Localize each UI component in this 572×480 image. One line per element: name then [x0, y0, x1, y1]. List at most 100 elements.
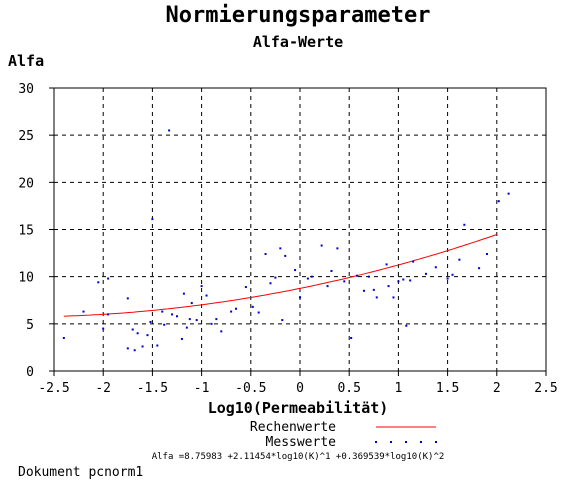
data-point — [156, 344, 159, 347]
data-point — [149, 320, 152, 323]
data-point — [507, 192, 510, 195]
x-tick-label: 1.5 — [436, 381, 459, 396]
data-point — [235, 307, 238, 310]
data-point — [367, 275, 370, 278]
data-point — [190, 302, 193, 305]
data-point — [230, 310, 233, 313]
data-points — [62, 129, 510, 352]
x-tick-label: -2 — [95, 381, 111, 396]
document-footer: Dokument pcnorm1 — [18, 465, 143, 480]
data-point — [350, 336, 353, 339]
data-point — [62, 336, 65, 339]
data-point — [434, 266, 437, 269]
y-tick-label: 5 — [26, 318, 34, 333]
data-point — [107, 277, 110, 280]
data-point — [180, 337, 183, 340]
legend-points-swatch — [375, 441, 437, 443]
data-point — [409, 279, 412, 282]
x-tick-label: -1.5 — [137, 381, 168, 396]
legend-point — [435, 441, 437, 443]
data-point — [182, 292, 185, 295]
data-point — [451, 273, 454, 276]
data-point — [402, 278, 405, 281]
x-tick-label: -2.5 — [38, 381, 69, 396]
data-point — [151, 218, 154, 221]
data-point — [446, 277, 449, 280]
y-axis-label: Alfa — [8, 52, 44, 70]
y-tick-label: 0 — [26, 365, 34, 380]
data-point — [343, 280, 346, 283]
data-point — [405, 324, 408, 327]
legend-line-label: Rechenwerte — [250, 420, 336, 435]
data-point — [412, 260, 415, 263]
y-axis-ticks: 0 5 10 15 20 25 30 — [18, 82, 54, 380]
data-point — [264, 253, 267, 256]
regression-curve — [63, 234, 497, 317]
data-point — [82, 310, 85, 313]
data-point — [215, 318, 218, 321]
data-point — [392, 296, 395, 299]
data-point — [188, 318, 191, 321]
data-point — [257, 311, 260, 314]
legend-point — [405, 441, 407, 443]
legend: Rechenwerte Messwerte — [250, 420, 437, 450]
data-point — [220, 330, 223, 333]
data-point — [136, 332, 139, 335]
data-point — [356, 274, 359, 277]
chart-subtitle: Alfa-Werte — [253, 33, 343, 51]
data-point — [133, 349, 136, 352]
x-axis-ticks: -2.5 -2 -1.5 -1 -0.5 0 0.5 1 1.5 2 2.5 — [38, 371, 558, 396]
regression-formula: Alfa =8.75983 +2.11454*log10(K)^1 +0.369… — [152, 452, 445, 462]
data-point — [210, 322, 213, 325]
chart-title: Normierungsparameter — [166, 3, 431, 28]
data-point — [330, 270, 333, 273]
data-point — [176, 315, 178, 318]
data-point — [102, 327, 105, 330]
data-point — [497, 200, 500, 203]
data-point — [306, 277, 309, 280]
data-point — [131, 328, 134, 331]
data-point — [397, 280, 400, 283]
x-tick-label: 1 — [394, 381, 402, 396]
data-point — [385, 263, 388, 266]
data-point — [185, 326, 188, 329]
data-point — [281, 319, 284, 322]
y-tick-label: 20 — [18, 176, 34, 191]
data-point — [375, 296, 378, 299]
legend-points-label: Messwerte — [266, 435, 337, 450]
data-point — [126, 347, 129, 350]
x-tick-label: 2.5 — [534, 381, 557, 396]
data-point — [362, 289, 365, 292]
data-point — [168, 129, 171, 132]
y-tick-label: 25 — [18, 129, 34, 144]
data-point — [284, 254, 287, 257]
data-point — [320, 244, 323, 247]
data-point — [200, 285, 203, 288]
data-point — [424, 272, 427, 275]
data-point — [171, 313, 174, 316]
legend-point — [375, 441, 377, 443]
data-point — [269, 282, 272, 285]
data-point — [478, 267, 481, 270]
data-point — [251, 305, 254, 308]
data-point — [336, 247, 339, 250]
data-point — [372, 288, 375, 291]
data-point — [326, 285, 329, 288]
x-tick-label: 0 — [296, 381, 304, 396]
data-point — [244, 286, 247, 289]
data-point — [107, 313, 110, 316]
data-point — [310, 275, 313, 278]
x-tick-label: -0.5 — [235, 381, 266, 396]
x-tick-label: -1 — [194, 381, 210, 396]
data-point — [141, 345, 144, 348]
y-tick-label: 30 — [18, 82, 34, 97]
data-point — [274, 276, 277, 279]
legend-point — [390, 441, 392, 443]
legend-point — [420, 441, 422, 443]
regression-curve-group — [63, 234, 497, 317]
data-point — [387, 285, 390, 288]
data-point — [163, 323, 166, 326]
data-point — [299, 296, 301, 299]
data-point — [294, 269, 297, 272]
